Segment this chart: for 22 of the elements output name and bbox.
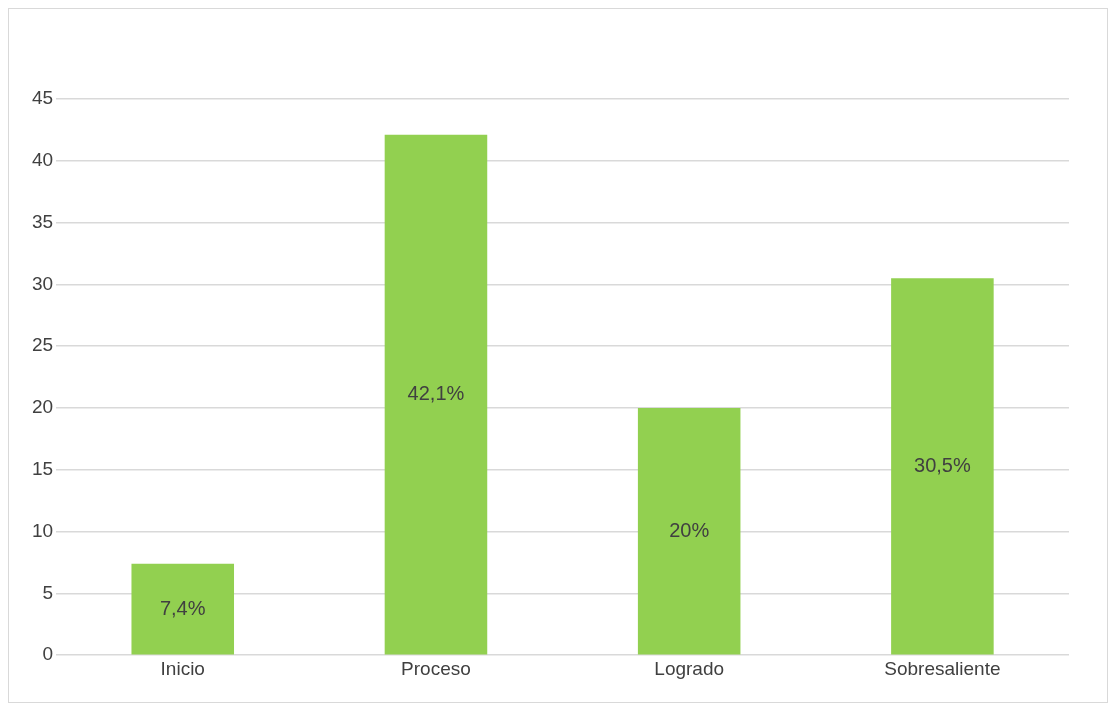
y-tick-label: 25 [31,334,54,356]
bar [637,408,741,655]
y-tick-label: 15 [31,458,54,480]
bar [131,563,235,655]
y-tick-label: 45 [31,87,54,109]
y-tick-label: 10 [31,519,54,541]
data-label: 42,1% [407,382,465,405]
data-label: 20% [669,518,710,541]
y-tick-label: 35 [31,210,54,232]
y-tick-label: 30 [31,272,54,294]
x-tick-label: Sobresaliente [884,657,1001,679]
y-tick-label: 0 [42,643,54,665]
y-tick-label: 20 [31,396,54,418]
data-label: 30,5% [914,453,971,476]
bar [384,134,488,655]
x-tick-label: Inicio [160,657,205,679]
data-label: 7,4% [159,596,206,619]
x-tick-label: Logrado [654,657,725,679]
x-tick-label: Proceso [401,657,471,679]
bar [891,278,994,655]
y-tick-label: 40 [31,149,54,171]
y-tick-label: 5 [42,581,54,603]
